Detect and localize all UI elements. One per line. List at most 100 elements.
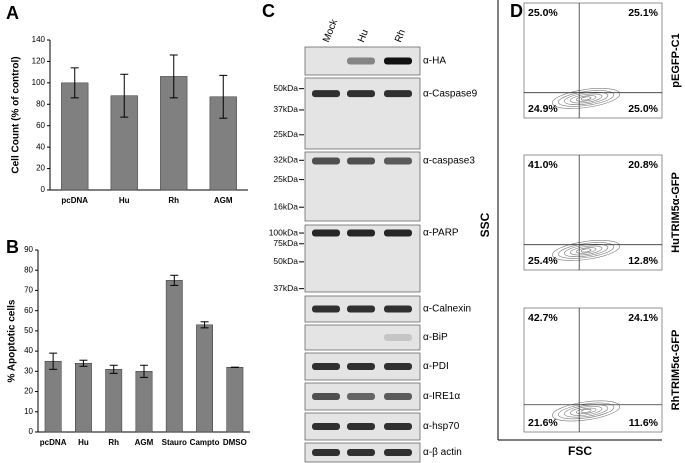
y-axis-label: Cell Count (% of control) xyxy=(11,56,22,173)
kda-marker: 100kDa xyxy=(269,227,299,237)
blot-band xyxy=(384,393,412,400)
x-tick-label: Rh xyxy=(168,196,179,205)
blot-band xyxy=(384,157,412,165)
y-tick-label: 0 xyxy=(41,185,46,194)
x-tick-label: AGM xyxy=(214,196,233,205)
bar xyxy=(226,367,244,433)
quadrant-percent: 25.0% xyxy=(528,7,558,19)
x-tick-label: Rh xyxy=(108,438,119,447)
y-tick-label: 140 xyxy=(32,35,46,44)
blot-band xyxy=(347,423,375,430)
contour xyxy=(552,88,621,109)
quadrant-percent: 24.1% xyxy=(628,312,658,324)
bar xyxy=(135,371,153,433)
lane-label: Hu xyxy=(356,28,371,44)
y-tick-label: 30 xyxy=(24,366,33,375)
quadrant-percent: 12.8% xyxy=(628,255,658,267)
bar xyxy=(61,82,89,191)
lane-label: Rh xyxy=(393,28,408,44)
blot-band xyxy=(347,229,375,237)
antibody-label: α-IRE1α xyxy=(423,391,460,402)
antibody-label: α-β actin xyxy=(423,447,462,458)
bar xyxy=(105,369,123,433)
quadrant-percent: 11.6% xyxy=(629,417,659,429)
x-tick-label: pcDNA xyxy=(61,196,88,205)
contour xyxy=(558,90,615,107)
blot-band xyxy=(312,449,340,456)
panel-letter: A xyxy=(6,3,19,23)
x-axis-label: FSC xyxy=(568,444,592,458)
flow-plot xyxy=(523,154,663,271)
blot-panel xyxy=(304,77,421,150)
x-tick-label: Hu xyxy=(78,438,89,447)
contour xyxy=(569,406,603,416)
x-tick-label: Stauro xyxy=(162,438,187,447)
y-tick-label: 40 xyxy=(36,142,45,151)
kda-marker: 25kDa xyxy=(273,129,298,139)
contour xyxy=(564,404,609,418)
kda-marker: 37kDa xyxy=(273,104,298,114)
row-label: RhTRIM5α-GFP xyxy=(670,330,682,411)
x-tick-label: AGM xyxy=(135,438,154,447)
contour xyxy=(558,402,615,420)
antibody-label: α-Caspase9 xyxy=(423,88,478,99)
contour xyxy=(558,242,615,259)
flow-plot xyxy=(523,2,663,119)
x-tick-label: Campto xyxy=(190,438,220,447)
contour xyxy=(552,400,621,422)
kda-marker: 37kDa xyxy=(273,283,298,293)
bar xyxy=(44,360,62,433)
blot-band xyxy=(347,157,375,165)
row-label: pEGFP-C1 xyxy=(670,33,682,87)
y-tick-label: 120 xyxy=(32,57,46,66)
quadrant-percent: 25.1% xyxy=(628,7,658,19)
blot-band xyxy=(384,57,412,65)
quadrant-percent: 24.9% xyxy=(528,103,558,115)
blot-band xyxy=(384,334,412,341)
x-tick-label: DMSO xyxy=(223,438,247,447)
contour xyxy=(580,248,592,253)
antibody-label: α-hsp70 xyxy=(423,421,460,432)
y-axis-label: SSC xyxy=(478,212,492,237)
kda-marker: 50kDa xyxy=(273,256,298,266)
blot-band xyxy=(347,449,375,456)
y-axis-label: % Apoptotic cells xyxy=(7,299,18,382)
blot-band xyxy=(384,229,412,237)
blot-band xyxy=(384,423,412,430)
y-tick-label: 60 xyxy=(24,306,33,315)
contour xyxy=(580,96,592,101)
y-tick-label: 0 xyxy=(29,427,34,436)
quadrant-percent: 42.7% xyxy=(528,312,558,324)
y-tick-label: 70 xyxy=(24,286,33,295)
kda-marker: 32kDa xyxy=(273,155,298,165)
contour xyxy=(569,245,603,256)
x-tick-label: pcDNA xyxy=(40,438,67,447)
contour xyxy=(575,247,597,254)
contour xyxy=(575,407,597,415)
antibody-label: α-caspase3 xyxy=(423,156,475,167)
y-tick-label: 80 xyxy=(24,265,33,274)
kda-marker: 16kDa xyxy=(273,201,298,211)
quadrant-percent: 41.0% xyxy=(528,159,558,171)
panel-letter: B xyxy=(6,237,19,257)
bar xyxy=(196,324,213,433)
contour xyxy=(569,93,603,104)
lane-label: Mock xyxy=(321,17,341,44)
y-tick-label: 90 xyxy=(24,245,33,254)
blot-band xyxy=(384,449,412,456)
antibody-label: α-PARP xyxy=(423,228,459,239)
contour xyxy=(552,240,621,261)
y-tick-label: 40 xyxy=(24,346,33,355)
kda-marker: 25kDa xyxy=(273,174,298,184)
row-label: HuTRIM5α-GFP xyxy=(670,172,682,253)
x-tick-label: Hu xyxy=(119,196,130,205)
blot-band xyxy=(312,393,340,400)
y-tick-label: 100 xyxy=(32,78,46,87)
blot-panel xyxy=(304,324,421,351)
bar xyxy=(165,280,183,433)
quadrant-percent: 21.6% xyxy=(528,417,558,429)
quadrant-percent: 25.4% xyxy=(528,255,558,267)
blot-band xyxy=(347,57,375,65)
kda-marker: 50kDa xyxy=(273,83,298,93)
